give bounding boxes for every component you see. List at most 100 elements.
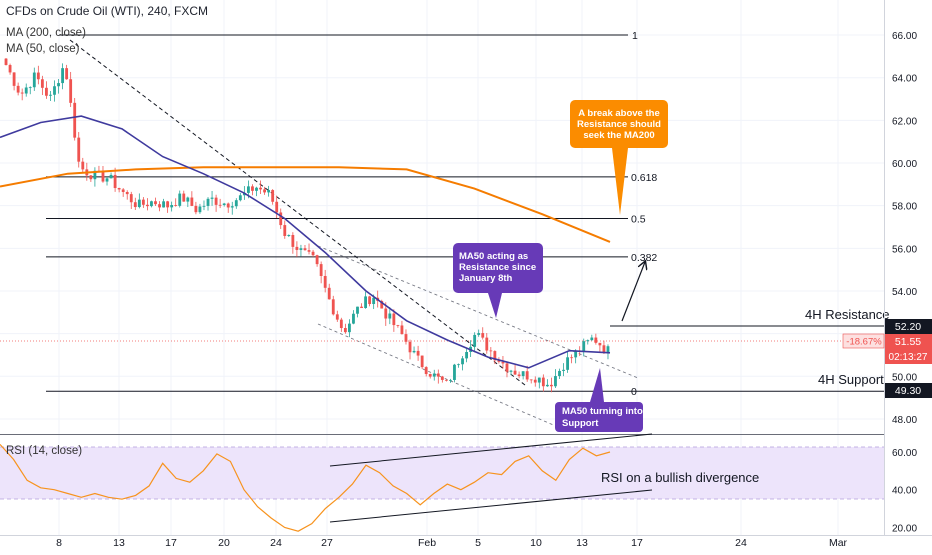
candle-body bbox=[49, 94, 52, 96]
candle-body bbox=[234, 200, 238, 207]
time-tick-label: 13 bbox=[576, 537, 588, 549]
candle-body bbox=[198, 206, 202, 213]
fib-label: 0.382 bbox=[631, 252, 657, 264]
candle-body bbox=[545, 384, 549, 387]
time-tick-label: 24 bbox=[270, 537, 282, 549]
candle-body bbox=[372, 297, 376, 305]
time-tick-label: Mar bbox=[829, 537, 848, 549]
svg-text:49.30: 49.30 bbox=[895, 385, 921, 397]
candle-body bbox=[166, 201, 170, 208]
candle-body bbox=[73, 102, 77, 138]
svg-text:-18.67%: -18.67% bbox=[846, 337, 882, 348]
candle-body bbox=[36, 72, 40, 80]
candle-body bbox=[311, 251, 315, 256]
candle-body bbox=[141, 199, 145, 205]
time-tick-label: 27 bbox=[321, 537, 333, 549]
time-axis[interactable]: 8 13 17 20 24 27 Feb 5 10 13 17 24 Mar bbox=[56, 537, 847, 549]
candle-body bbox=[432, 373, 436, 377]
candle-body bbox=[590, 337, 594, 341]
time-tick-label: 13 bbox=[113, 537, 125, 549]
callout-ma50-resistance-text-1: MA50 acting as bbox=[459, 251, 528, 262]
candle-body bbox=[404, 334, 408, 342]
candle-body bbox=[505, 363, 509, 372]
candle-body bbox=[348, 323, 351, 333]
candle-body bbox=[501, 361, 505, 364]
candle-body bbox=[8, 65, 12, 73]
candle-body bbox=[137, 199, 141, 208]
candle-body bbox=[117, 188, 121, 190]
candle-body bbox=[267, 190, 271, 193]
candle-body bbox=[81, 161, 85, 170]
candle-body bbox=[247, 186, 250, 193]
candle-body bbox=[271, 190, 275, 202]
candle-body bbox=[364, 296, 367, 309]
candle-body bbox=[509, 370, 513, 372]
candle-body bbox=[319, 264, 323, 276]
candle-body bbox=[566, 357, 569, 370]
candle-body bbox=[461, 358, 464, 365]
candle-body bbox=[125, 191, 129, 195]
candle-body bbox=[105, 178, 109, 182]
candle-body bbox=[291, 235, 295, 247]
rsi-tick-label: 20.00 bbox=[892, 523, 917, 534]
candle-body bbox=[303, 248, 307, 251]
candle-body bbox=[287, 235, 291, 236]
candle-body bbox=[16, 85, 20, 93]
candle-body bbox=[428, 374, 432, 377]
time-tick-label: 17 bbox=[165, 537, 177, 549]
price-tick-label: 64.00 bbox=[892, 74, 917, 85]
candle-body bbox=[146, 204, 149, 207]
candle-body bbox=[65, 68, 69, 80]
time-tick-label: 24 bbox=[735, 537, 747, 549]
callout-ma50-support-text-2: Support bbox=[562, 418, 599, 429]
candle-body bbox=[465, 351, 468, 359]
candle-body bbox=[101, 171, 105, 182]
time-tick-label: 8 bbox=[56, 537, 62, 549]
rsi-axis[interactable]: 60.00 40.00 20.00 bbox=[892, 448, 917, 534]
candle-body bbox=[521, 371, 525, 377]
candle-body bbox=[150, 201, 153, 207]
candle-body bbox=[388, 313, 392, 319]
time-tick-label: 17 bbox=[631, 537, 643, 549]
fib-label: 0.5 bbox=[631, 213, 646, 225]
candle-body bbox=[45, 87, 48, 96]
callout-break-above: A break above the Resistance should seek… bbox=[570, 100, 668, 215]
rsi-line bbox=[0, 443, 611, 532]
candle-body bbox=[53, 86, 56, 95]
candle-body bbox=[408, 341, 412, 353]
price-tick-label: 54.00 bbox=[892, 287, 917, 298]
candle-body bbox=[61, 68, 64, 84]
candle-body bbox=[453, 364, 456, 380]
candle-body bbox=[129, 194, 133, 203]
candle-body bbox=[218, 204, 222, 206]
ma200-line bbox=[0, 166, 611, 243]
time-tick-label: 10 bbox=[530, 537, 542, 549]
candle-body bbox=[206, 198, 210, 206]
candle-body bbox=[420, 355, 424, 368]
candle-body bbox=[24, 87, 28, 94]
candle-body bbox=[497, 360, 501, 362]
price-axis[interactable]: 66.0064.0062.0060.0058.0056.0054.0052.00… bbox=[892, 31, 917, 426]
candle-body bbox=[440, 376, 444, 380]
candle-body bbox=[412, 350, 416, 353]
candle-body bbox=[28, 87, 32, 89]
candle-body bbox=[40, 79, 44, 88]
price-tick-label: 56.00 bbox=[892, 244, 917, 255]
price-tick-label: 58.00 bbox=[892, 202, 917, 213]
candle-body bbox=[57, 83, 60, 87]
candle-body bbox=[190, 197, 194, 206]
candle-body bbox=[356, 306, 359, 314]
candle-body bbox=[602, 345, 606, 353]
rsi-divergence-label: RSI on a bullish divergence bbox=[601, 470, 759, 485]
candle-body bbox=[384, 308, 388, 319]
candle-body bbox=[574, 350, 578, 358]
candle-body bbox=[529, 379, 533, 381]
price-tick-label: 62.00 bbox=[892, 116, 917, 127]
candle-body bbox=[242, 192, 246, 196]
candle-body bbox=[339, 319, 343, 329]
candle-body bbox=[541, 377, 545, 387]
candle-body bbox=[481, 333, 485, 338]
fib-label: 0 bbox=[631, 386, 637, 398]
